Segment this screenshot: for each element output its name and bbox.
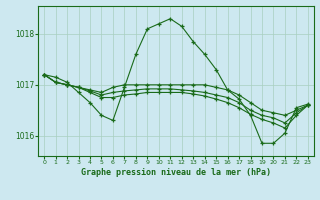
X-axis label: Graphe pression niveau de la mer (hPa): Graphe pression niveau de la mer (hPa) [81, 168, 271, 177]
